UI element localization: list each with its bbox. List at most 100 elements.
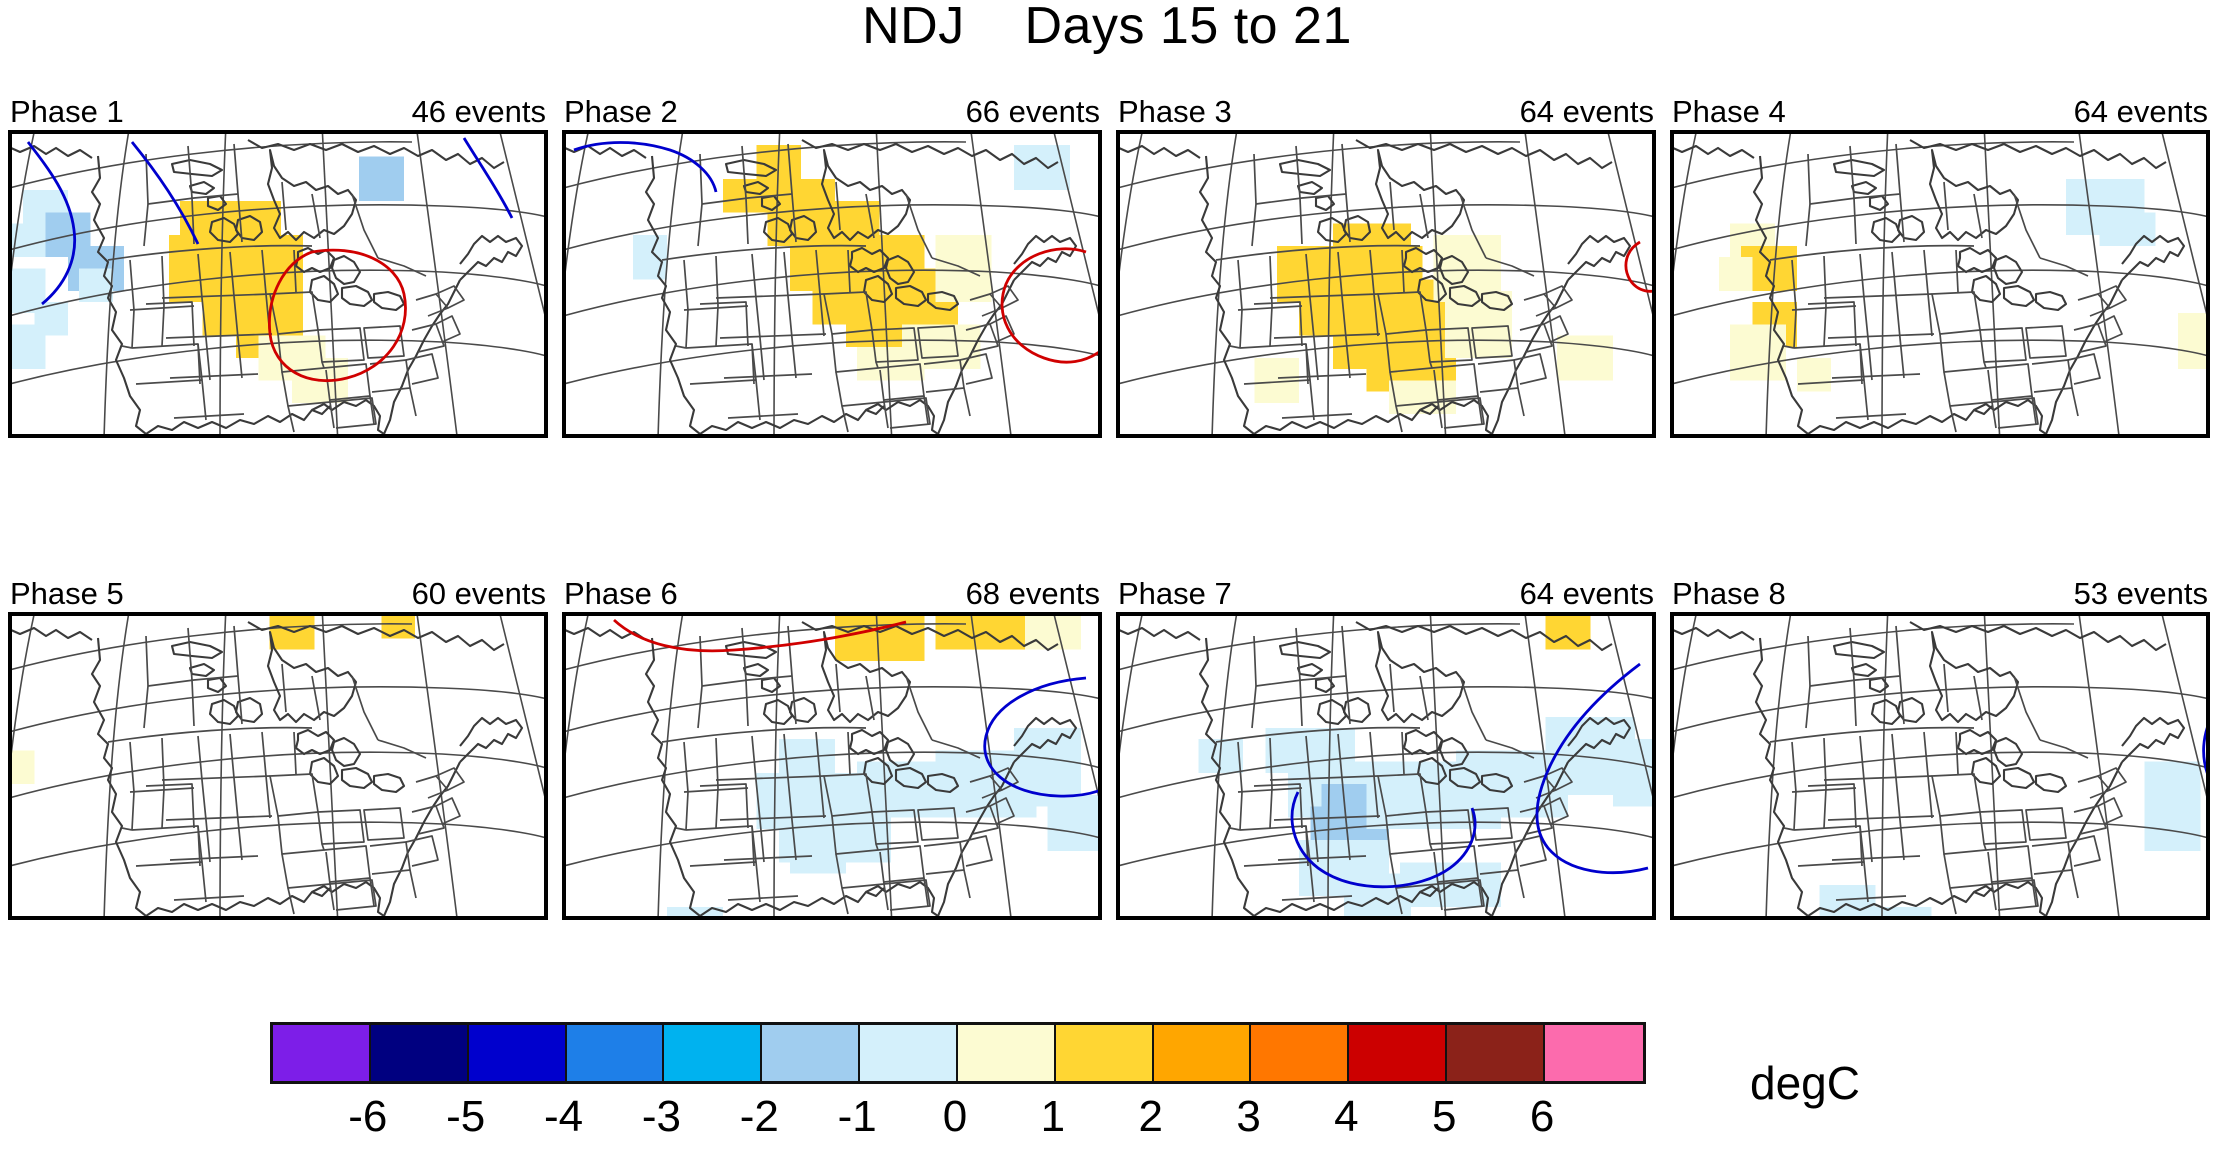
panel-header-1: Phase 1 46 events: [8, 94, 548, 130]
panel-header-7: Phase 7 64 events: [1116, 576, 1656, 612]
colorbar-tick-1: -5: [446, 1092, 486, 1141]
contour-positive-1: [1624, 240, 1652, 293]
contours-phase-1: [26, 137, 514, 383]
colorbar-tick-12: 6: [1529, 1092, 1555, 1141]
political-borders-phase-2: [661, 143, 1019, 433]
political-borders-phase-5: [107, 625, 465, 915]
contours-phase-6: [613, 618, 1098, 798]
colorbar-swatch-10[interactable]: [1251, 1025, 1350, 1081]
political-borders-phase-8: [1769, 625, 2127, 915]
panel-title-phase-6: Phase 6: [564, 576, 678, 611]
panel-events-count-2: 66 events: [965, 94, 1100, 129]
panel-events-count-1: 46 events: [411, 94, 546, 129]
anomaly-shading-phase-6: [666, 616, 1098, 916]
panel-header-3: Phase 3 64 events: [1116, 94, 1656, 130]
map-axes-phase-1[interactable]: [8, 130, 548, 438]
map-axes-phase-8[interactable]: [1670, 612, 2210, 920]
contour-positive-1: [268, 248, 407, 383]
contour-positive-1: [1000, 247, 1098, 364]
panel-header-6: Phase 6 68 events: [562, 576, 1102, 612]
contour-negative-1: [2202, 727, 2206, 774]
colorbar-tick-2: -4: [544, 1092, 584, 1141]
colorbar-tick-4: -2: [739, 1092, 779, 1141]
coastline-phase-1: [12, 139, 524, 434]
contour-negative-2: [983, 676, 1098, 798]
panel-title-phase-2: Phase 2: [564, 94, 678, 129]
colorbar-swatch-3[interactable]: [566, 1025, 665, 1081]
graticule-phase-6: [566, 616, 1098, 916]
political-borders-phase-1: [107, 143, 465, 433]
panel-header-8: Phase 8 53 events: [1670, 576, 2210, 612]
colorbar-tick-0: -6: [348, 1092, 388, 1141]
political-borders-phase-7: [1215, 625, 1573, 915]
panel-title-phase-8: Phase 8: [1672, 576, 1786, 611]
colorbar-swatch-11[interactable]: [1349, 1025, 1448, 1081]
contour-negative-2: [573, 141, 718, 193]
contours-phase-7: [1290, 662, 1649, 889]
political-borders-phase-4: [1769, 143, 2127, 433]
map-axes-phase-2[interactable]: [562, 130, 1102, 438]
panel-header-4: Phase 4 64 events: [1670, 94, 2210, 130]
map-axes-phase-6[interactable]: [562, 612, 1102, 920]
panel-title-phase-3: Phase 3: [1118, 94, 1232, 129]
colorbar-swatch-13[interactable]: [1544, 1025, 1643, 1081]
colorbar-swatch-2[interactable]: [468, 1025, 567, 1081]
colorbar-tick-5: -1: [837, 1092, 877, 1141]
graticule-phase-4: [1674, 134, 2206, 434]
colorbar-swatch-8[interactable]: [1055, 1025, 1154, 1081]
graticule-phase-7: [1120, 616, 1652, 916]
panel-title-phase-7: Phase 7: [1118, 576, 1232, 611]
panel-title-phase-4: Phase 4: [1672, 94, 1786, 129]
panel-events-count-5: 60 events: [411, 576, 546, 611]
political-borders-phase-6: [661, 625, 1019, 915]
colorbar-swatch-7[interactable]: [957, 1025, 1056, 1081]
map-axes-phase-4[interactable]: [1670, 130, 2210, 438]
colorbar-tick-labels: -6 -5 -4 -3 -2 -1 0 1 2 3 4 5 6: [270, 1092, 1640, 1152]
colorbar-swatch-5[interactable]: [762, 1025, 861, 1081]
panel-title-phase-5: Phase 5: [10, 576, 124, 611]
map-axes-phase-5[interactable]: [8, 612, 548, 920]
political-borders-phase-3: [1215, 143, 1573, 433]
coastline-phase-5: [12, 621, 524, 916]
graticule-phase-2: [566, 134, 1098, 434]
panel-phase-6: Phase 6 68 events: [562, 576, 1102, 920]
colorbar-swatch-0[interactable]: [273, 1025, 371, 1081]
contour-negative-3: [130, 141, 200, 245]
panel-phase-4: Phase 4 64 events: [1670, 94, 2210, 438]
coastline-phase-8: [1674, 621, 2186, 916]
contours-phase-3: [1624, 240, 1652, 293]
colorbar-swatch-1[interactable]: [370, 1025, 469, 1081]
map-axes-phase-3[interactable]: [1116, 130, 1656, 438]
anomaly-shading-phase-5: [12, 616, 416, 784]
figure-root: NDJ Days 15 to 21 Phase 1 46 events Phase …: [8, 0, 2210, 1141]
panel-phase-2: Phase 2 66 events: [562, 94, 1102, 438]
graticule-phase-5: [12, 616, 544, 916]
map-axes-phase-7[interactable]: [1116, 612, 1656, 920]
anomaly-shading-phase-7: [1198, 616, 1652, 916]
colorbar-tick-9: 3: [1236, 1092, 1261, 1141]
graticule-phase-1: [12, 134, 544, 434]
panel-events-count-6: 68 events: [965, 576, 1100, 611]
figure-title: NDJ Days 15 to 21: [862, 0, 1352, 55]
contour-negative-2: [26, 141, 77, 306]
colorbar-swatch-12[interactable]: [1447, 1025, 1545, 1081]
colorbar-swatch-9[interactable]: [1153, 1025, 1252, 1081]
panel-events-count-4: 64 events: [2073, 94, 2208, 129]
panel-events-count-7: 64 events: [1519, 576, 1654, 611]
colorbar-swatch-6[interactable]: [860, 1025, 958, 1081]
contour-negative-1: [1290, 791, 1477, 889]
coastline-phase-6: [566, 621, 1078, 916]
colorbar-tick-3: -3: [641, 1092, 681, 1141]
contour-negative-4: [462, 137, 514, 219]
panel-phase-8: Phase 8 53 events: [1670, 576, 2210, 920]
colorbar-tick-6: 0: [942, 1092, 968, 1141]
panel-phase-3: Phase 3 64 events: [1116, 94, 1656, 438]
colorbar-tick-7: 1: [1040, 1092, 1066, 1141]
colorbar-swatch-4[interactable]: [664, 1025, 763, 1081]
panel-header-5: Phase 5 60 events: [8, 576, 548, 612]
colorbar[interactable]: [270, 1022, 1646, 1084]
colorbar-tick-8: 2: [1138, 1092, 1163, 1141]
panel-events-count-8: 53 events: [2073, 576, 2208, 611]
colorbar-tick-11: 5: [1432, 1092, 1457, 1141]
panel-title-phase-1: Phase 1: [10, 94, 124, 129]
